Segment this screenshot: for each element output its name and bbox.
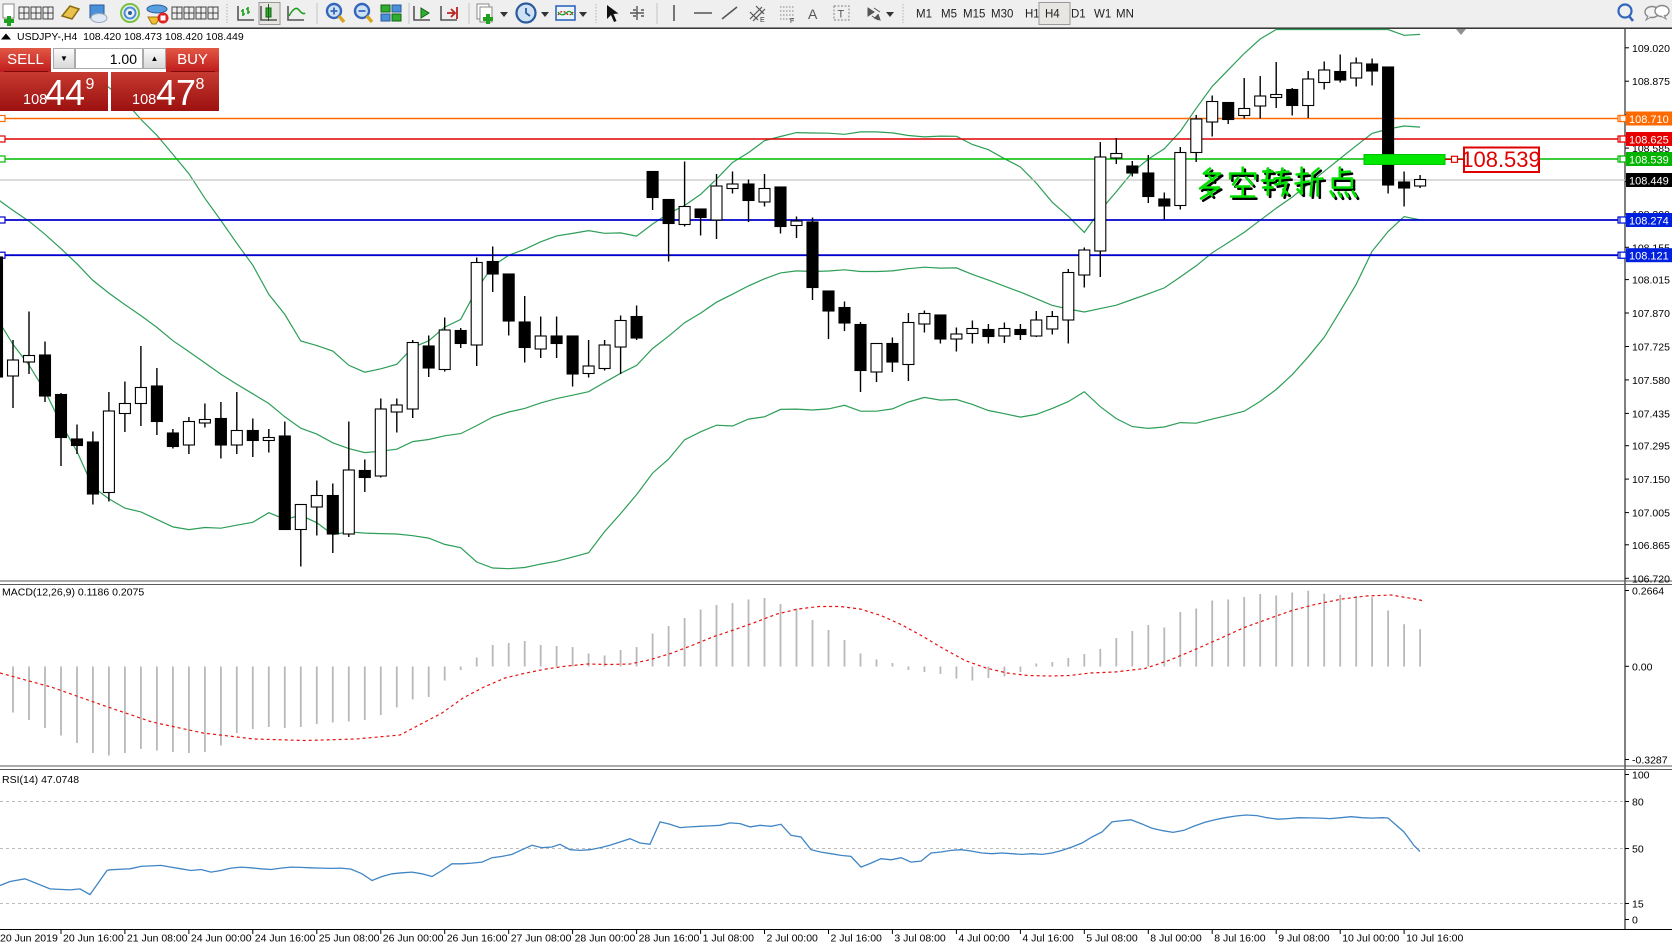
svg-text:0.00: 0.00: [1632, 661, 1653, 673]
svg-text:108.449: 108.449: [1629, 176, 1669, 188]
svg-text:10 Jul 00:00: 10 Jul 00:00: [1342, 933, 1399, 945]
svg-text:24 Jun 00:00: 24 Jun 00:00: [191, 933, 252, 945]
svg-text:107.435: 107.435: [1632, 408, 1670, 420]
svg-text:4 Jul 00:00: 4 Jul 00:00: [958, 933, 1010, 945]
svg-text:21 Jun 08:00: 21 Jun 08:00: [127, 933, 188, 945]
svg-text:D1: D1: [1071, 9, 1086, 21]
svg-text:F: F: [790, 18, 794, 25]
svg-text:-0.3287: -0.3287: [1632, 755, 1668, 767]
svg-text:2 Jul 00:00: 2 Jul 00:00: [767, 933, 819, 945]
svg-text:106.865: 106.865: [1632, 540, 1670, 552]
svg-text:25 Jun 08:00: 25 Jun 08:00: [319, 933, 380, 945]
svg-text:108.625: 108.625: [1629, 135, 1669, 147]
svg-text:26 Jun 00:00: 26 Jun 00:00: [383, 933, 444, 945]
svg-text:H1: H1: [1025, 9, 1040, 21]
svg-text:MACD(12,26,9) 0.1186 0.2075: MACD(12,26,9) 0.1186 0.2075: [2, 587, 144, 599]
svg-text:3 Jul 08:00: 3 Jul 08:00: [894, 933, 946, 945]
svg-text:M15: M15: [963, 9, 985, 21]
svg-text:0.2664: 0.2664: [1632, 586, 1664, 598]
svg-text:5 Jul 08:00: 5 Jul 08:00: [1086, 933, 1138, 945]
svg-text:108.539: 108.539: [1461, 147, 1541, 172]
svg-text:108.274: 108.274: [1629, 216, 1669, 228]
svg-text:4 Jul 16:00: 4 Jul 16:00: [1022, 933, 1074, 945]
svg-text:108.121: 108.121: [1629, 251, 1669, 263]
svg-text:A: A: [808, 6, 818, 22]
svg-text:28 Jun 16:00: 28 Jun 16:00: [639, 933, 700, 945]
svg-text:H4: H4: [1045, 9, 1060, 21]
svg-text:108.539: 108.539: [1629, 155, 1669, 167]
svg-text:107.295: 107.295: [1632, 441, 1670, 453]
svg-text:10 Jul 16:00: 10 Jul 16:00: [1406, 933, 1463, 945]
svg-text:26 Jun 16:00: 26 Jun 16:00: [447, 933, 508, 945]
svg-text:80: 80: [1632, 797, 1644, 809]
svg-text:9 Jul 08:00: 9 Jul 08:00: [1278, 933, 1330, 945]
svg-text:28 Jun 00:00: 28 Jun 00:00: [575, 933, 636, 945]
svg-text:M30: M30: [991, 9, 1013, 21]
svg-text:108.015: 108.015: [1632, 275, 1670, 287]
svg-text:24 Jun 16:00: 24 Jun 16:00: [255, 933, 316, 945]
svg-text:20 Jun 16:00: 20 Jun 16:00: [63, 933, 124, 945]
svg-text:109.020: 109.020: [1632, 43, 1670, 55]
svg-text:MN: MN: [1116, 9, 1134, 21]
svg-text:M5: M5: [941, 9, 957, 21]
svg-text:T: T: [838, 9, 845, 21]
svg-text:8 Jul 00:00: 8 Jul 00:00: [1150, 933, 1202, 945]
svg-text:USDJPY-,H4 108.420 108.473 10: USDJPY-,H4 108.420 108.473 108.420 108.4…: [17, 31, 244, 43]
svg-text:15: 15: [1632, 899, 1644, 911]
svg-text:107.005: 107.005: [1632, 508, 1670, 520]
svg-text:W1: W1: [1094, 9, 1111, 21]
svg-text:107.150: 107.150: [1632, 474, 1670, 486]
svg-text:27 Jun 08:00: 27 Jun 08:00: [511, 933, 572, 945]
svg-text:8 Jul 16:00: 8 Jul 16:00: [1214, 933, 1266, 945]
svg-text:100: 100: [1632, 770, 1650, 782]
svg-text:107.870: 107.870: [1632, 308, 1670, 320]
svg-text:106.720: 106.720: [1632, 573, 1670, 585]
svg-text:E: E: [760, 17, 765, 24]
svg-text:108.710: 108.710: [1629, 114, 1669, 126]
svg-text:20 Jun 2019: 20 Jun 2019: [0, 933, 58, 945]
svg-text:M1: M1: [916, 9, 932, 21]
svg-text:107.725: 107.725: [1632, 342, 1670, 354]
svg-text:2 Jul 16:00: 2 Jul 16:00: [831, 933, 883, 945]
svg-text:108.875: 108.875: [1632, 76, 1670, 88]
svg-text:107.580: 107.580: [1632, 375, 1670, 387]
svg-text:0: 0: [1632, 915, 1638, 927]
svg-text:50: 50: [1632, 844, 1644, 856]
svg-text:RSI(14) 47.0748: RSI(14) 47.0748: [2, 774, 79, 786]
svg-text:1 Jul 08:00: 1 Jul 08:00: [703, 933, 755, 945]
